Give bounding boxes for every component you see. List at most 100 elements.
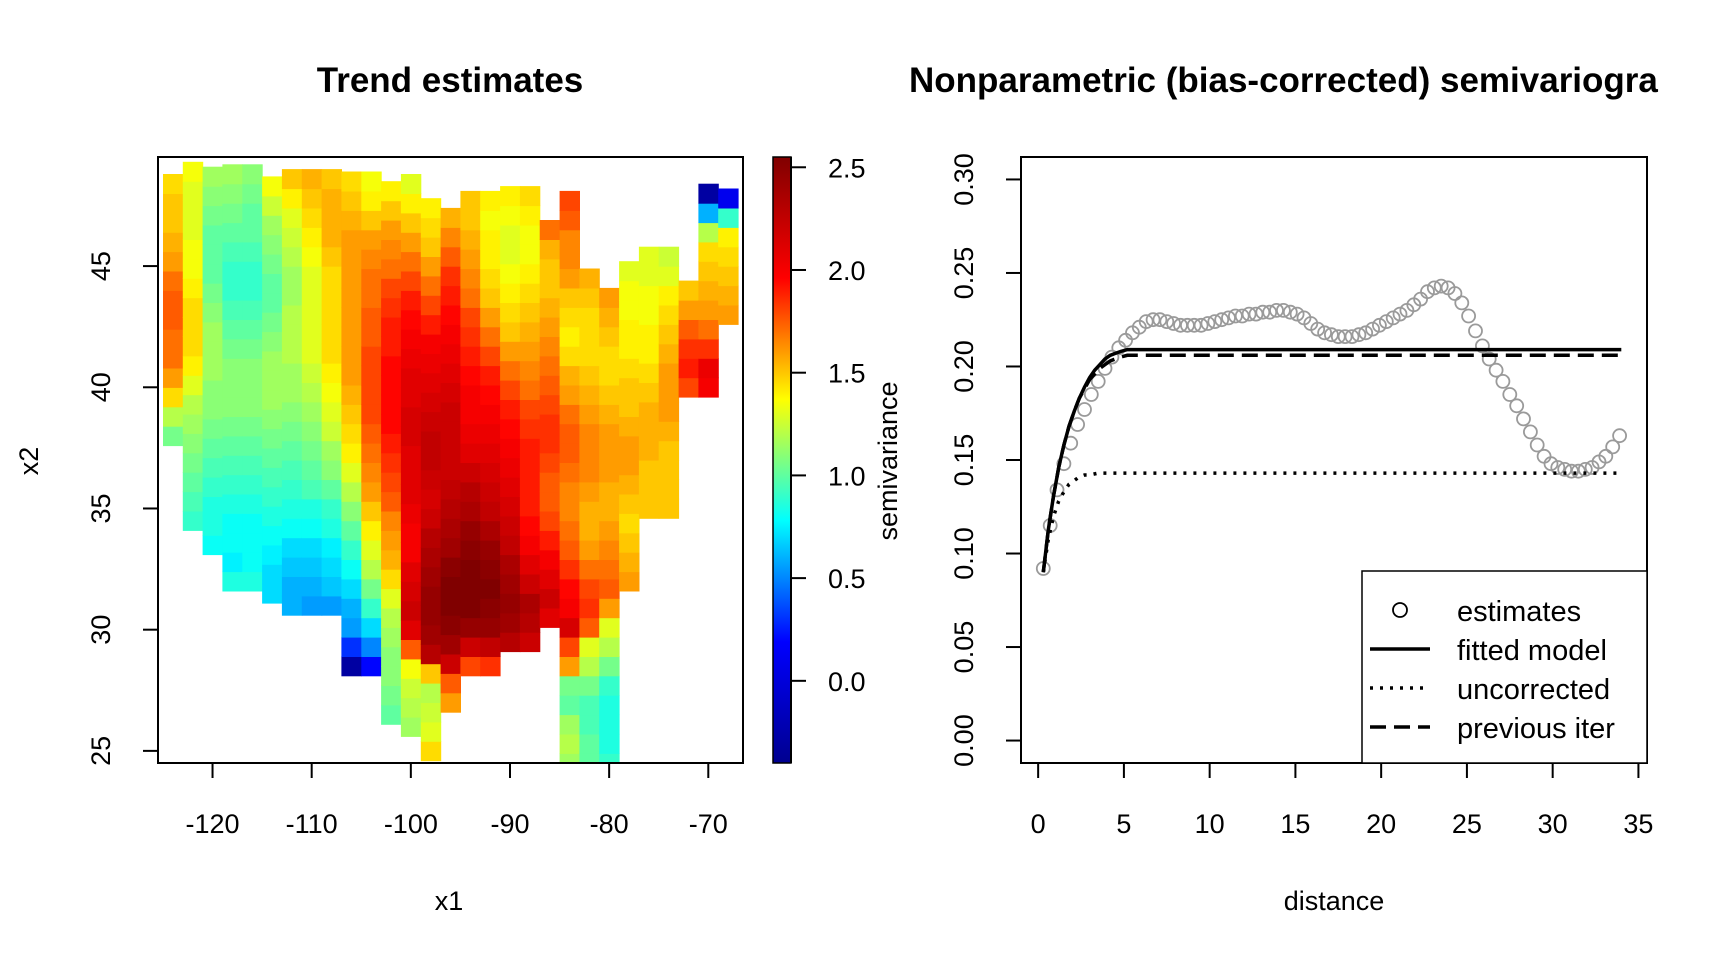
heatmap-cell — [500, 186, 521, 207]
heatmap-cell — [361, 598, 382, 619]
heatmap-cell — [519, 438, 541, 459]
heatmap-cell — [718, 246, 739, 267]
heatmap-cell — [222, 513, 243, 534]
heatmap-cell — [460, 346, 481, 367]
heatmap-cell — [480, 656, 501, 677]
heatmap-cell — [539, 491, 561, 512]
right-y-tick-label: 0.15 — [949, 434, 979, 487]
estimate-point — [1351, 327, 1367, 343]
heatmap-cell — [281, 227, 303, 248]
heatmap-cell — [202, 321, 223, 342]
heatmap-cell — [658, 266, 680, 287]
heatmap-cell — [182, 181, 204, 202]
heatmap-cell — [599, 481, 620, 502]
colorbar-tick-label: 1.0 — [828, 461, 866, 491]
heatmap-cell — [519, 554, 541, 575]
colorbar-tick-label: 2.0 — [828, 256, 866, 286]
heatmap-cell — [163, 406, 184, 427]
estimate-point — [1152, 312, 1168, 328]
heatmap-cell — [381, 413, 402, 434]
right-y-tick-label: 0.25 — [949, 247, 979, 300]
heatmap-cell — [242, 203, 263, 224]
heatmap-cell — [638, 421, 660, 442]
heatmap-cell — [420, 644, 442, 665]
heatmap-cell — [341, 249, 362, 270]
heatmap-cell — [539, 530, 561, 551]
heatmap-cell — [242, 435, 263, 456]
heatmap-cell — [202, 186, 223, 207]
heatmap-cell — [559, 501, 580, 522]
estimate-point — [1214, 312, 1230, 328]
heatmap-cell — [500, 244, 521, 265]
heatmap-cell — [321, 188, 342, 209]
heatmap-cell — [381, 394, 402, 415]
right-x-axis: 0 5 10 15 20 25 30 35 — [1031, 762, 1653, 839]
heatmap-cell — [678, 280, 699, 301]
heatmap-cell — [599, 501, 620, 522]
heatmap-cell — [182, 200, 204, 221]
heatmap-cell — [163, 174, 184, 194]
heatmap-cell — [361, 307, 382, 328]
heatmap-cell — [698, 183, 719, 204]
left-x-tick-label: -70 — [689, 809, 728, 839]
heatmap-cell — [321, 207, 342, 228]
heatmap-cell — [262, 506, 283, 527]
heatmap-cell — [619, 338, 640, 359]
heatmap-cell — [519, 418, 541, 439]
heatmap-cell — [163, 309, 184, 330]
heatmap-cell — [281, 498, 303, 519]
heatmap-cell — [400, 174, 422, 194]
heatmap-cell — [400, 348, 422, 369]
heatmap-cell — [559, 443, 580, 463]
colorbar-label: semivariance — [873, 381, 903, 540]
estimate-point — [1186, 317, 1202, 333]
heatmap-cell — [460, 578, 481, 599]
heatmap-cell — [381, 317, 402, 337]
heatmap-cell — [281, 421, 303, 442]
heatmap-cell — [440, 266, 461, 287]
heatmap-cell — [262, 331, 283, 352]
heatmap-cell — [400, 600, 422, 621]
heatmap-cell — [599, 617, 620, 638]
heatmap-cell — [619, 280, 640, 301]
heatmap-cell — [222, 377, 243, 398]
heatmap-cell — [599, 346, 620, 367]
heatmap-cell — [539, 239, 561, 260]
heatmap-cell — [559, 617, 580, 638]
heatmap-cell — [579, 326, 600, 347]
heatmap-cell — [559, 249, 580, 270]
heatmap-cell — [460, 462, 481, 483]
semivariogram-series — [1035, 278, 1627, 576]
estimate-point — [1433, 278, 1449, 294]
heatmap-cell — [321, 227, 342, 248]
heatmap-cell — [559, 346, 580, 367]
heatmap-cell — [321, 285, 342, 306]
heatmap-cell — [559, 365, 580, 386]
heatmap-cell — [440, 673, 461, 694]
left-y-tick-label: 45 — [86, 251, 116, 281]
estimate-point — [1234, 308, 1250, 324]
estimate-point — [1056, 456, 1072, 472]
heatmap-cell — [400, 542, 422, 563]
heatmap-cell — [301, 498, 323, 519]
heatmap-cell — [381, 181, 402, 202]
heatmap-cell — [460, 268, 481, 289]
heatmap-cell — [559, 540, 580, 560]
heatmap-cell — [262, 254, 283, 274]
heatmap-cell — [361, 384, 382, 405]
heatmap-cell — [460, 190, 481, 211]
colorbar-ramp — [772, 156, 792, 764]
estimate-point — [1207, 314, 1223, 330]
heatmap-cell — [321, 498, 342, 519]
heatmap-cell — [202, 360, 223, 381]
heatmap-cell — [519, 321, 541, 342]
heatmap-cell — [222, 183, 243, 204]
heatmap-cell — [698, 280, 719, 301]
heatmap-cell — [341, 346, 362, 367]
heatmap-cell — [242, 377, 263, 398]
heatmap-cell — [420, 721, 442, 742]
heatmap-cell — [519, 496, 541, 517]
heatmap-cell — [202, 224, 223, 245]
heatmap-cell — [242, 552, 263, 573]
heatmap-cell — [539, 549, 561, 570]
